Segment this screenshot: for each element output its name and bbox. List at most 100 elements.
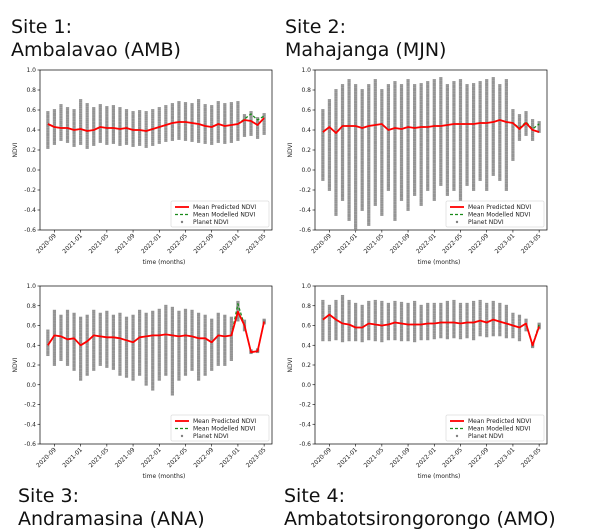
- planet-ndvi-point: [393, 174, 397, 177]
- planet-ndvi-point: [72, 354, 76, 357]
- planet-ndvi-point: [46, 340, 50, 342]
- planet-ndvi-point: [79, 352, 83, 355]
- planet-ndvi-point: [413, 338, 417, 341]
- planet-ndvi-point: [223, 364, 227, 366]
- planet-ndvi-point: [386, 165, 391, 168]
- planet-ndvi-point: [229, 339, 233, 342]
- site-label: Site 1:: [11, 16, 73, 38]
- planet-ndvi-point: [445, 332, 449, 335]
- planet-ndvi-point: [478, 99, 482, 102]
- planet-ndvi-point: [98, 139, 102, 142]
- planet-ndvi-point: [236, 110, 240, 112]
- planet-ndvi-point: [517, 117, 522, 120]
- x-tick-label: 2021-09: [114, 446, 137, 469]
- planet-ndvi-point: [465, 159, 469, 161]
- planet-ndvi-point: [393, 161, 397, 164]
- planet-ndvi-point: [380, 105, 384, 108]
- planet-ndvi-point: [399, 190, 404, 192]
- planet-ndvi-point: [439, 151, 443, 154]
- planet-ndvi-point: [478, 108, 482, 111]
- planet-ndvi-point: [373, 153, 377, 156]
- planet-ndvi-point: [367, 96, 371, 99]
- planet-ndvi-point: [478, 113, 482, 116]
- planet-ndvi-point: [452, 138, 456, 141]
- planet-ndvi-point: [445, 326, 449, 329]
- planet-ndvi-point: [413, 132, 417, 135]
- planet-ndvi-point: [491, 134, 495, 137]
- planet-ndvi-point: [498, 91, 502, 94]
- planet-ndvi-point: [380, 112, 384, 115]
- planet-ndvi-point: [229, 118, 233, 120]
- planet-ndvi-point: [144, 376, 148, 379]
- planet-ndvi-point: [249, 125, 253, 128]
- planet-ndvi-point: [478, 307, 482, 309]
- planet-ndvi-point: [478, 131, 482, 134]
- planet-ndvi-point: [439, 106, 443, 108]
- legend-box: [170, 414, 270, 442]
- planet-ndvi-point: [465, 320, 469, 323]
- planet-ndvi-point: [138, 117, 142, 120]
- planet-ndvi-point: [92, 333, 96, 335]
- planet-ndvi-point: [406, 153, 410, 155]
- planet-ndvi-point: [458, 324, 463, 327]
- planet-ndvi-point: [183, 112, 188, 115]
- planet-ndvi-point: [203, 336, 207, 339]
- planet-ndvi-point: [426, 169, 430, 172]
- planet-ndvi-point: [321, 321, 325, 324]
- planet-ndvi-point: [340, 340, 345, 343]
- planet-ndvi-point: [216, 364, 220, 366]
- planet-ndvi-point: [380, 317, 384, 319]
- planet-ndvi-point: [465, 180, 469, 183]
- planet-ndvi-point: [432, 132, 436, 135]
- planet-ndvi-point: [399, 161, 404, 164]
- planet-ndvi-point: [321, 110, 325, 113]
- planet-ndvi-point: [190, 352, 194, 355]
- planet-ndvi-point: [419, 142, 423, 145]
- planet-ndvi-point: [399, 100, 404, 103]
- planet-ndvi-point: [498, 179, 502, 181]
- planet-ndvi-point: [393, 143, 397, 146]
- planet-ndvi-point: [498, 330, 502, 333]
- planet-ndvi-point: [144, 369, 148, 372]
- planet-ndvi-point: [183, 365, 188, 367]
- planet-ndvi-point: [170, 135, 174, 138]
- planet-ndvi-point: [386, 320, 391, 323]
- planet-ndvi-point: [393, 334, 397, 337]
- planet-ndvi-point: [426, 133, 430, 136]
- planet-ndvi-point: [210, 117, 214, 120]
- planet-ndvi-point: [105, 316, 109, 318]
- planet-ndvi-point: [426, 140, 430, 143]
- planet-ndvi-point: [157, 353, 161, 356]
- planet-ndvi-point: [452, 109, 456, 112]
- planet-ndvi-point: [393, 163, 397, 166]
- planet-ndvi-point: [419, 166, 423, 168]
- planet-ndvi-point: [249, 134, 253, 136]
- planet-ndvi-point: [471, 171, 476, 173]
- planet-ndvi-point: [151, 138, 155, 141]
- planet-ndvi-point: [491, 96, 495, 99]
- planet-ndvi-point: [196, 369, 201, 372]
- planet-ndvi-point: [498, 332, 502, 335]
- planet-ndvi-point: [419, 160, 423, 163]
- planet-ndvi-point: [354, 107, 358, 110]
- planet-ndvi-point: [380, 335, 384, 337]
- planet-ndvi-point: [72, 351, 76, 354]
- planet-ndvi-point: [511, 110, 515, 113]
- planet-ndvi-point: [498, 323, 502, 326]
- planet-ndvi-point: [471, 320, 476, 323]
- planet-ndvi-point: [347, 138, 351, 141]
- planet-ndvi-point: [131, 321, 135, 324]
- planet-ndvi-point: [393, 338, 397, 341]
- planet-ndvi-point: [386, 85, 391, 88]
- planet-ndvi-point: [367, 170, 371, 173]
- planet-ndvi-point: [360, 329, 364, 332]
- planet-ndvi-point: [203, 138, 207, 141]
- planet-ndvi-point: [334, 212, 338, 215]
- planet-ndvi-point: [347, 79, 351, 81]
- planet-ndvi-point: [354, 132, 358, 135]
- planet-ndvi-point: [124, 354, 129, 357]
- planet-ndvi-point: [190, 113, 194, 116]
- planet-ndvi-point: [170, 103, 174, 105]
- planet-ndvi-point: [105, 121, 109, 124]
- planet-ndvi-point: [334, 190, 338, 193]
